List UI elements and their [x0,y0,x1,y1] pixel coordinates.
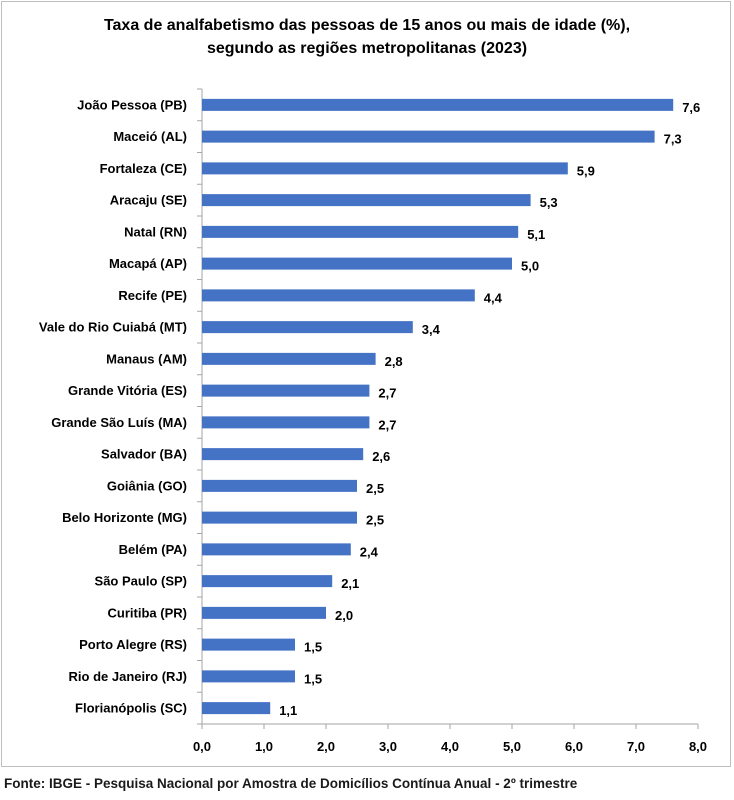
bar [202,257,512,270]
category-label: São Paulo (SP) [95,574,187,589]
category-label: Macapá (AP) [109,256,187,271]
bar [202,162,568,175]
x-tick-label: 6,0 [565,739,583,754]
x-tick-label: 8,0 [689,739,707,754]
x-tick-label: 4,0 [441,739,459,754]
value-label: 2,7 [378,417,396,432]
chart-title-line-2: segundo as regiões metropolitanas (2023) [206,40,528,57]
bar [202,384,370,397]
bar [202,194,531,207]
chart-title-line-1: Taxa de analfabetismo das pessoas de 15 … [103,17,631,34]
x-tick-label: 3,0 [379,739,397,754]
bar [202,511,357,524]
category-label: Goiânia (GO) [107,478,187,493]
category-label: Porto Alegre (RS) [79,637,187,652]
x-tick-label: 2,0 [317,739,335,754]
bar [202,416,370,429]
value-label: 2,4 [360,544,379,559]
bar-chart: 0,0 1,0 2,0 3,0 4,0 5,0 6,0 7,0 8,0 João Pessoa (… [39,88,707,754]
category-label: João Pessoa (PB) [77,97,187,112]
value-label: 1,5 [304,671,322,686]
value-label: 5,3 [540,195,558,210]
category-label: Natal (RN) [124,224,187,239]
value-label: 5,9 [577,163,595,178]
bar [202,225,519,238]
category-label: Curitiba (PR) [108,605,187,620]
bar [202,702,271,715]
bar [202,321,413,334]
bar [202,575,333,588]
value-label: 5,1 [527,227,545,242]
category-label: Rio de Janeiro (RJ) [69,669,187,684]
value-label: 4,4 [484,290,503,305]
value-label: 2,6 [372,449,390,464]
x-tick-label: 1,0 [255,739,273,754]
x-tick-label: 7,0 [627,739,645,754]
chart-frame [1,1,731,767]
x-tick-label: 5,0 [503,739,521,754]
value-label: 1,1 [279,703,297,718]
category-label: Belém (PA) [119,542,187,557]
value-label: 2,5 [366,481,384,496]
category-label: Aracaju (SE) [110,193,187,208]
source-note: Fonte: IBGE - Pesquisa Nacional por Amos… [4,776,578,791]
category-label: Fortaleza (CE) [100,161,187,176]
bar [202,448,364,461]
value-label: 2,1 [341,576,359,591]
category-label: Belo Horizonte (MG) [62,510,187,525]
category-label: Vale do Rio Cuiabá (MT) [39,320,187,335]
bar [202,130,655,143]
bar [202,670,295,683]
bar [202,543,351,556]
value-label: 3,4 [422,322,441,337]
value-label: 2,5 [366,513,384,528]
value-label: 5,0 [521,259,539,274]
category-label: Grande São Luís (MA) [51,415,187,430]
category-label: Grande Vitória (ES) [68,383,187,398]
bar [202,352,376,365]
category-label: Salvador (BA) [101,447,187,462]
bar [202,289,475,302]
bar [202,638,295,651]
chart-title: Taxa de analfabetismo das pessoas de 15 … [0,14,734,60]
category-label: Recife (PE) [118,288,187,303]
value-label: 7,6 [682,100,700,115]
bar [202,606,326,619]
category-label: Manaus (AM) [106,351,187,366]
value-label: 1,5 [304,640,322,655]
value-label: 2,8 [385,354,403,369]
value-label: 2,0 [335,608,353,623]
bar [202,479,357,492]
value-label: 7,3 [664,132,682,147]
x-tick-label: 0,0 [193,739,211,754]
bar [202,98,674,111]
category-label: Florianópolis (SC) [75,701,187,716]
value-label: 2,7 [378,386,396,401]
category-label: Maceió (AL) [113,129,187,144]
